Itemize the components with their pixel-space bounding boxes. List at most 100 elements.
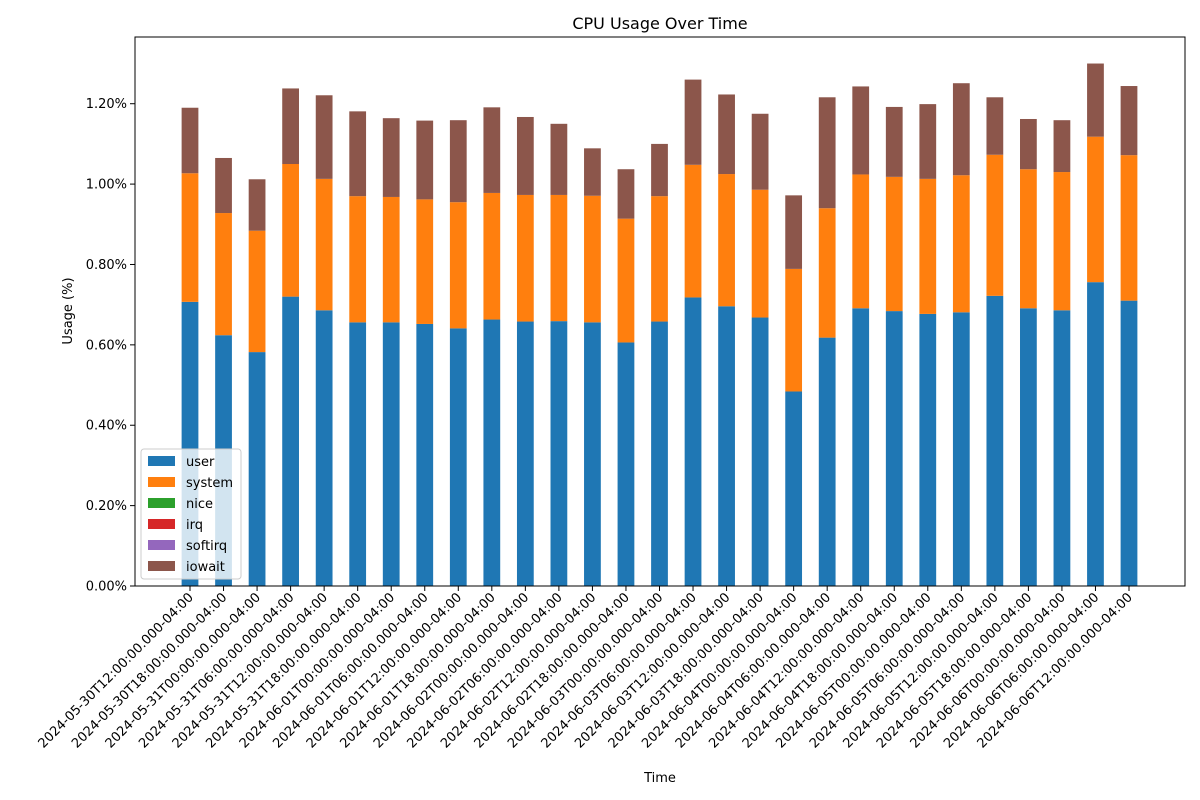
bar-system xyxy=(1020,169,1037,309)
y-axis-label: Usage (%) xyxy=(61,277,76,344)
bar-user xyxy=(919,313,937,586)
bar-user xyxy=(349,322,367,586)
bar-iowait xyxy=(181,107,199,174)
y-tick-label: 0.00% xyxy=(86,580,127,595)
legend-label-system: system xyxy=(186,476,233,491)
y-tick-label: 1.20% xyxy=(86,97,127,112)
bar-user xyxy=(382,322,400,586)
bar-system xyxy=(282,164,299,297)
legend-swatch-system xyxy=(148,477,175,487)
y-axis-ticks: 0.00% 0.20% 0.40% 0.60% 0.80% 1.00% 1.20% xyxy=(86,97,135,595)
bar-user xyxy=(986,295,1004,586)
legend: user system nice irq softirq iowait xyxy=(140,448,242,580)
bar-iowait xyxy=(986,97,1004,155)
bar-iowait xyxy=(483,107,501,193)
bar-user xyxy=(617,342,635,586)
bar-user xyxy=(751,317,769,586)
legend-label-iowait: iowait xyxy=(186,560,225,575)
bar-user xyxy=(1020,308,1037,586)
bar-user xyxy=(684,297,702,586)
x-tick-label: 2024-06-06T06:00:00.000-04:00 xyxy=(941,590,1102,751)
bar-system xyxy=(986,154,1004,296)
bar-iowait xyxy=(1053,120,1071,173)
legend-label-softirq: softirq xyxy=(186,539,227,554)
bar-system xyxy=(684,164,702,298)
bar-iowait xyxy=(718,94,735,175)
plot-frame xyxy=(134,36,1186,587)
bar-system xyxy=(382,196,400,323)
bar-iowait xyxy=(416,120,434,200)
bar-iowait xyxy=(282,88,299,165)
bar-system xyxy=(1120,155,1138,301)
bar-system xyxy=(1053,172,1071,311)
legend-swatch-iowait xyxy=(148,561,175,571)
bar-iowait xyxy=(215,157,232,214)
bar-user xyxy=(449,328,467,586)
legend-swatch-user xyxy=(148,456,175,466)
bar-user xyxy=(315,310,333,586)
chart-title: CPU Usage Over Time xyxy=(572,14,747,33)
bar-system xyxy=(651,196,668,322)
bar-system xyxy=(952,175,970,313)
y-tick-label: 0.20% xyxy=(86,499,127,514)
bar-user xyxy=(516,321,534,586)
bar-iowait xyxy=(651,143,668,197)
bar-system xyxy=(785,268,803,392)
bar-iowait xyxy=(852,86,870,175)
legend-label-user: user xyxy=(186,455,215,470)
bar-system xyxy=(181,173,199,302)
bar-iowait xyxy=(684,79,702,165)
bar-system xyxy=(349,196,367,323)
bar-system xyxy=(852,174,870,309)
bar-user xyxy=(952,312,970,586)
bar-iowait xyxy=(349,111,367,197)
bar-system xyxy=(617,218,635,343)
bar-iowait xyxy=(919,104,937,179)
legend-label-nice: nice xyxy=(186,497,213,512)
bar-system xyxy=(550,194,568,322)
bar-iowait xyxy=(516,116,534,195)
x-axis-ticks: 2024-05-30T12:00:00.000-04:002024-05-30T… xyxy=(36,586,1136,751)
bar-iowait xyxy=(584,148,601,196)
bar-system xyxy=(483,192,501,320)
bar-user xyxy=(1120,300,1138,586)
bar-iowait xyxy=(785,195,803,269)
y-tick-label: 0.40% xyxy=(86,419,127,434)
bar-iowait xyxy=(550,123,568,195)
bar-user xyxy=(885,311,903,586)
bar-user xyxy=(718,306,735,586)
bar-iowait xyxy=(248,179,266,231)
bar-user xyxy=(1053,310,1071,586)
y-tick-label: 1.00% xyxy=(86,178,127,193)
bar-user xyxy=(1087,282,1104,586)
bar-iowait xyxy=(1020,118,1037,170)
bar-iowait xyxy=(617,169,635,219)
bar-user xyxy=(651,321,668,586)
bar-system xyxy=(718,174,735,307)
bar-iowait xyxy=(1120,86,1138,156)
bar-iowait xyxy=(382,118,400,197)
bar-user xyxy=(584,322,601,586)
y-tick-label: 0.80% xyxy=(86,258,127,273)
bar-system xyxy=(584,195,601,323)
bar-iowait xyxy=(818,97,836,209)
bar-iowait xyxy=(885,106,903,177)
bar-group xyxy=(181,63,1138,586)
legend-swatch-irq xyxy=(148,519,175,529)
bar-system xyxy=(885,176,903,312)
bar-user xyxy=(785,391,803,586)
x-tick-label: 2024-06-06T12:00:00.000-04:00 xyxy=(975,590,1136,751)
bar-iowait xyxy=(1087,63,1104,137)
legend-label-irq: irq xyxy=(186,518,203,533)
bar-user xyxy=(483,319,501,586)
bar-user xyxy=(550,321,568,586)
legend-swatch-nice xyxy=(148,498,175,508)
bar-system xyxy=(248,230,266,353)
legend-swatch-softirq xyxy=(148,540,175,550)
bar-user xyxy=(852,308,870,586)
bar-system xyxy=(751,189,769,318)
bar-iowait xyxy=(952,83,970,176)
y-tick-label: 0.60% xyxy=(86,338,127,353)
bar-system xyxy=(215,213,232,336)
